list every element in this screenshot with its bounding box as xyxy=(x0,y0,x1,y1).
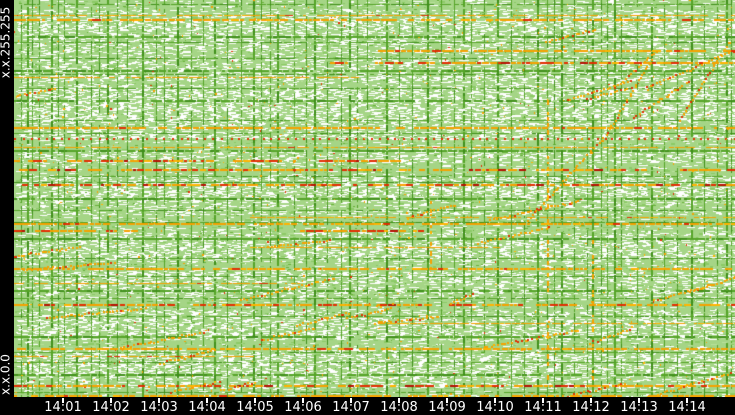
x-axis-tick xyxy=(158,398,160,403)
x-axis-tick-label: 14:04 xyxy=(188,400,226,415)
x-axis-tick xyxy=(494,398,496,403)
x-axis-tick xyxy=(542,398,544,403)
x-axis-tick-label: 14:02 xyxy=(92,400,130,415)
x-axis-tick xyxy=(638,398,640,403)
x-axis-tick xyxy=(110,398,112,403)
x-axis-tick-label: 14:12 xyxy=(572,400,610,415)
y-axis-sidebar xyxy=(0,0,14,415)
x-axis-tick-label: 14:14 xyxy=(668,400,706,415)
traffic-scatter-canvas xyxy=(14,0,735,397)
x-axis-tick xyxy=(302,398,304,403)
x-axis-tick-label: 14:11 xyxy=(524,400,562,415)
x-axis-tick xyxy=(590,398,592,403)
x-axis-tick xyxy=(254,398,256,403)
x-axis-tick-label: 14:08 xyxy=(380,400,418,415)
x-axis-tick-label: 14:13 xyxy=(620,400,658,415)
x-axis-tick xyxy=(206,398,208,403)
x-axis-tick-label: 14:01 xyxy=(44,400,82,415)
x-axis-tick xyxy=(350,398,352,403)
x-axis-tick-label: 14:10 xyxy=(476,400,514,415)
x-axis-tick xyxy=(398,398,400,403)
y-axis-label-bottom: x.x.0.0 xyxy=(0,354,13,395)
x-axis-tick xyxy=(62,398,64,403)
y-axis-label-top: x.x.255.255 xyxy=(0,6,13,79)
x-axis-tick-label: 14:03 xyxy=(140,400,178,415)
x-axis-tick xyxy=(446,398,448,403)
x-axis-tick-label: 14:06 xyxy=(284,400,322,415)
x-axis-time: 14:01 14:02 14:03 14:04 14:05 14:06 14:07 14:08… xyxy=(0,397,735,415)
x-axis-tick-label: 14:05 xyxy=(236,400,274,415)
x-axis-tick-label: 14:07 xyxy=(332,400,370,415)
x-axis-tick xyxy=(686,398,688,403)
x-axis-tick-label: 14:09 xyxy=(428,400,466,415)
